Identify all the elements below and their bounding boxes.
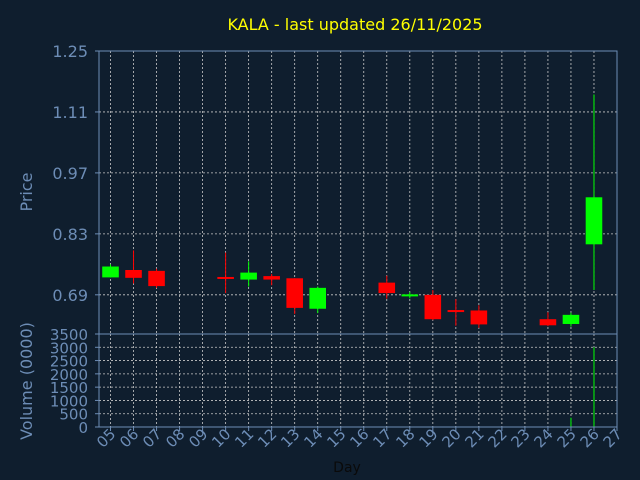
volume-plot-frame [98, 333, 618, 428]
candle-body [562, 314, 580, 324]
candle-body [401, 294, 419, 297]
x-axis-label: Day [333, 460, 361, 476]
candle-body [102, 266, 119, 278]
candle-body [240, 272, 257, 280]
price-tick-label: 0.83 [52, 225, 88, 244]
candle-body [263, 276, 280, 280]
candle-body [286, 278, 303, 308]
candle-body [309, 287, 326, 309]
chart-title: KALA - last updated 26/11/2025 [227, 15, 482, 34]
candle-body [539, 319, 557, 326]
price-tick-label: 0.69 [52, 286, 88, 305]
volume-tick-label: 1000 [50, 392, 88, 410]
price-tick-label: 0.97 [52, 164, 88, 183]
volume-tick-label: 2500 [50, 353, 88, 371]
price-panel: 1.25 1.11 0.97 0.83 0.69 [52, 42, 618, 335]
volume-tick-label: 500 [59, 406, 88, 424]
price-tick-label: 1.11 [52, 103, 88, 122]
price-axis-label: Price [17, 172, 36, 211]
price-plot-area [99, 51, 617, 334]
candle-body [378, 282, 396, 294]
volume-axis-label: Volume (0000) [17, 322, 36, 440]
candle-body [585, 197, 603, 245]
volume-tick-label: 3500 [50, 326, 88, 344]
volume-plot-area [99, 334, 617, 427]
candle-body [148, 270, 165, 287]
volume-tick-label: 0 [78, 419, 88, 437]
volume-tick-label: 1500 [50, 379, 88, 397]
candle-body [447, 310, 465, 313]
volume-tick-label: 2000 [50, 366, 88, 384]
candle-body [217, 276, 234, 279]
candle-body [424, 294, 442, 320]
candle-body [125, 269, 142, 278]
volume-tick-label: 3000 [50, 339, 88, 357]
candle-body [470, 310, 488, 325]
price-tick-label: 1.25 [52, 42, 88, 61]
